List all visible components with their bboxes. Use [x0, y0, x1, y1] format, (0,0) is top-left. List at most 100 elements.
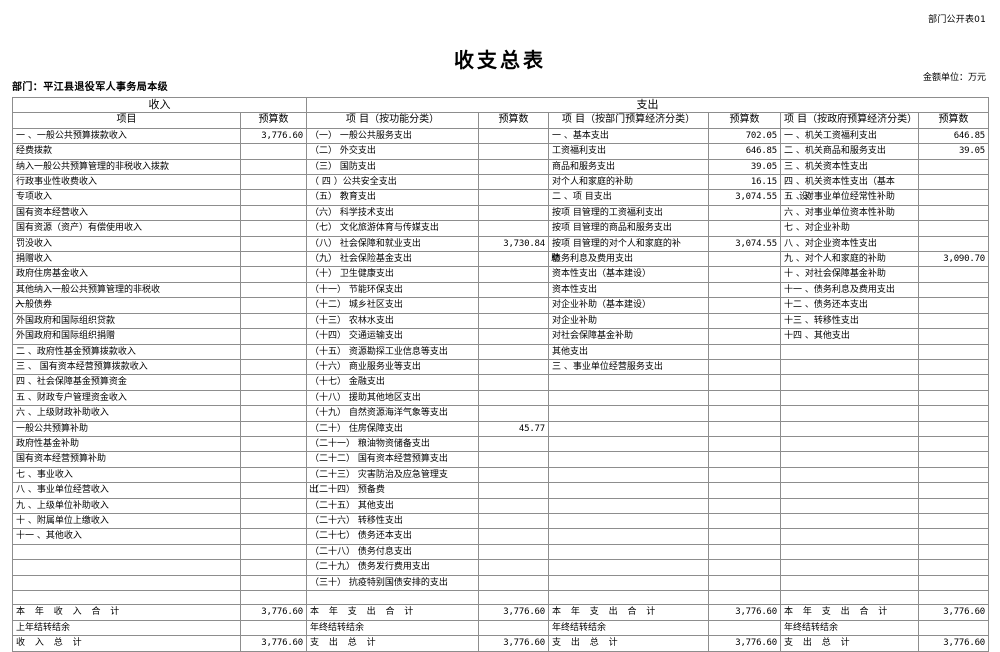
income-item-label: 专项收入 [12, 189, 241, 206]
table-row: 政府性基金补助 （二十一） 粮油物资储备支出 [12, 435, 990, 453]
income-item-amount [240, 389, 307, 407]
func-item-amount [478, 528, 549, 545]
income-item-amount [240, 158, 307, 176]
col-gov-econ-amount: 预算数 [917, 112, 990, 129]
dept-econ-item-amount [708, 220, 781, 237]
dept-econ-item-amount [708, 358, 781, 376]
income-item-amount [240, 358, 307, 376]
gov-year-total-label: 本 年 支 出 合 计 [780, 604, 919, 621]
gov-econ-item-label [780, 389, 919, 407]
dept-econ-item-label [548, 512, 709, 530]
gov-econ-item-amount: 646.85 [917, 127, 990, 145]
income-item-label: 五 、财政专户管理资金收入 [12, 389, 241, 407]
func-item-label: （十二） 城乡社区支出 [306, 297, 479, 314]
table-row: 四 、社会保障基金预算资金 （十七） 金融支出 [12, 374, 990, 391]
year-total-row: 本 年 收 入 合 计 3,776.60 本 年 支 出 合 计 3,776.6… [12, 604, 990, 621]
expense-group-header: 支出 [305, 96, 990, 114]
gov-econ-item-amount [917, 343, 990, 360]
gov-econ-item-amount [917, 220, 990, 237]
dept-econ-item-label [548, 528, 709, 545]
table-row: 国有资源（资产）有偿使用收入 （七） 文化旅游体育与传媒支出 按项 目管理的商品和服… [12, 220, 990, 237]
func-item-amount [478, 466, 549, 484]
dept-econ-item-amount [708, 543, 781, 561]
table-row: 九 、上级单位补助收入 （二十五） 其他支出 [12, 497, 990, 514]
dept-econ-item-amount: 39.05 [708, 158, 781, 176]
gov-grand-total-amount: 3,776.60 [917, 635, 990, 652]
gov-econ-item-amount [917, 297, 990, 314]
col-gov-econ-item: 项 目（按政府预算经济分类） [780, 112, 919, 129]
income-item-amount [240, 266, 307, 283]
income-carryover-label: 上年结转结余 [12, 619, 241, 637]
table-row [12, 589, 990, 606]
dept-econ-item-amount [708, 251, 781, 268]
gov-econ-item-label [780, 435, 919, 453]
dept-econ-item-amount [708, 389, 781, 407]
table-row: 二 、政府性基金预算拨款收入 （十五） 资源勘探工业信息等支出 其他支出 [12, 343, 990, 360]
dept-econ-item-label: 其他支出 [548, 343, 709, 360]
income-item-label: 一 、一般公共预算拨款收入 [12, 127, 241, 145]
income-item-label: 六 、上级财政补助收入 [12, 405, 241, 422]
func-item-amount [478, 204, 549, 222]
func-item-label: （二十六） 转移性支出 [306, 512, 479, 530]
gov-econ-item-label [780, 574, 919, 592]
dept-econ-item-label: 按项 目管理的商品和服务支出 [548, 220, 709, 237]
gov-econ-item-amount [917, 543, 990, 561]
func-item-label: （六） 科学技术支出 [306, 204, 479, 222]
grand-total-row: 收 入 总 计 3,776.60 支 出 总 计 3,776.60 支 出 总 … [12, 635, 990, 652]
income-item-amount [240, 204, 307, 222]
gov-econ-item-amount [917, 512, 990, 530]
income-item-label [12, 543, 241, 561]
dept-econ-item-label: 资本性支出 [548, 281, 709, 299]
func-item-label: （二十一） 粮油物资储备支出 [306, 435, 479, 453]
func-item-amount: 3,730.84 [478, 235, 549, 253]
income-item-label: 三 、 国有资本经营预算拨款收入 [12, 358, 241, 376]
dept-econ-item-amount [708, 328, 781, 345]
table-row: 五 、财政专户管理资金收入 （十八） 援助其他地区支出 [12, 389, 990, 407]
carryover-row: 上年结转结余 年终结转结余 年终结转结余 年终结转结余 [12, 619, 990, 637]
page-title: 收支总表 [454, 48, 546, 72]
func-item-label: （二十三） 灾害防治及应急管理支 [306, 466, 479, 484]
func-item-label: （十九） 自然资源海洋气象等支出 [306, 405, 479, 422]
budget-summary-page: 部门公开表01 收支总表 金额单位：万元 部门：平江县退役军人事务局本级 收入 … [0, 0, 1000, 636]
func-item-amount [478, 312, 549, 330]
table-row: 六 、上级财政补助收入 （十九） 自然资源海洋气象等支出 [12, 405, 990, 422]
func-item-label: （三） 国防支出 [306, 158, 479, 176]
func-item-amount [478, 435, 549, 453]
dept-econ-item-label: 按项 目管理的对个人和家庭的补 [548, 235, 709, 253]
income-item-label: 外国政府和国际组织捐赠 [12, 328, 241, 345]
gov-econ-item-label: 一 、机关工资福利支出 [780, 127, 919, 145]
income-item-label [12, 574, 241, 592]
gov-econ-item-amount [917, 266, 990, 283]
dept-econ-item-amount [708, 266, 781, 283]
income-item-amount [240, 543, 307, 561]
table-column-header-row: 项目 预算数 项 目（按功能分类） 预算数 项 目（按部门预算经济分类） 预算数… [12, 112, 990, 129]
func-item-label: （ 四 ）公共安全支出 [306, 174, 479, 191]
table-row: 纳入一般公共预算管理的非税收入拨款 （三） 国防支出 商品和服务支出 39.05 三 、… [12, 158, 990, 176]
gov-econ-item-amount [917, 204, 990, 222]
income-item-label: 一般债券 [12, 297, 241, 314]
dept-econ-item-label [548, 497, 709, 514]
income-item-label: 一般公共预算补助 [12, 420, 241, 437]
func-item-label: （二十） 住房保障支出 [306, 420, 479, 437]
income-item-amount [240, 451, 307, 468]
income-item-amount [240, 420, 307, 437]
income-item-label: 十一 、其他收入 [12, 528, 241, 545]
func-item-amount: 45.77 [478, 420, 549, 437]
func-grand-total-label: 支 出 总 计 [306, 635, 479, 652]
amount-unit-note: 金额单位：万元 [922, 73, 986, 83]
col-func-item: 项 目（按功能分类） [306, 112, 479, 129]
dept-econ-item-amount: 16.15 [708, 174, 781, 191]
income-item-label: 国有资本经营收入 [12, 204, 241, 222]
document-code: 部门公开表01 [928, 15, 986, 25]
func-item-label: （九） 社会保险基金支出 [306, 251, 479, 268]
dept-econ-item-label [548, 451, 709, 468]
dept-econ-item-amount [708, 343, 781, 360]
income-item-amount [240, 466, 307, 484]
table-group-header-row: 收入 支出 [12, 96, 990, 114]
func-item-amount [478, 297, 549, 314]
gov-econ-item-label [780, 358, 919, 376]
income-item-label: 纳入一般公共预算管理的非税收入拨款 [12, 158, 241, 176]
func-item-amount [478, 158, 549, 176]
gov-econ-item-label [780, 589, 919, 606]
gov-econ-item-label: 十 、对社会保障基金补助 [780, 266, 919, 283]
